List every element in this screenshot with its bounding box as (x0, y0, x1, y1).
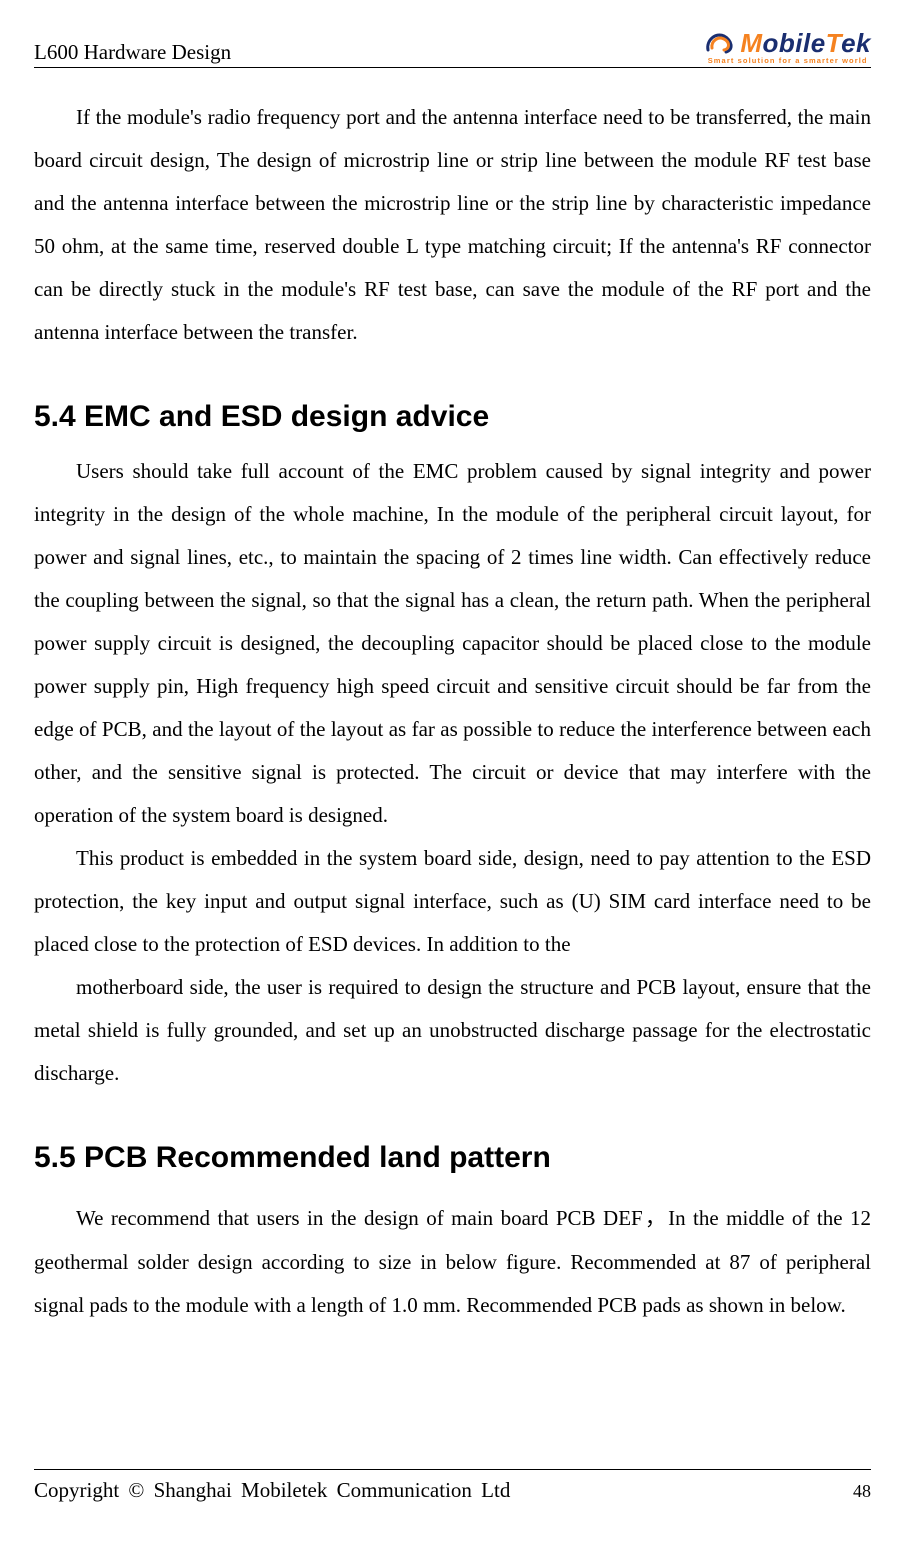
intro-paragraph: If the module's radio frequency port and… (34, 96, 871, 354)
brand-tagline: Smart solution for a smarter world (708, 57, 868, 65)
section-5-4-para1: Users should take full account of the EM… (34, 450, 871, 837)
section-5-5-heading: 5.5 PCB Recommended land pattern (34, 1141, 871, 1175)
section-5-5-para1: We recommend that users in the design of… (34, 1197, 871, 1326)
brand-logo-text: MobileTek (740, 30, 871, 56)
logo-letter: T (826, 28, 841, 58)
footer-copyright: Copyright © Shanghai Mobiletek Communica… (34, 1478, 510, 1503)
logo-letter: obile (762, 28, 825, 58)
swirl-icon (704, 30, 738, 56)
brand-logo-main: MobileTek (704, 30, 871, 56)
page-footer: Copyright © Shanghai Mobiletek Communica… (34, 1469, 871, 1503)
section-5-4-para3: motherboard side, the user is required t… (34, 966, 871, 1095)
page-number: 48 (853, 1481, 871, 1502)
document-title: L600 Hardware Design (34, 40, 231, 65)
logo-letter: ek (841, 28, 871, 58)
page-body: If the module's radio frequency port and… (34, 96, 871, 1327)
brand-logo: MobileTek Smart solution for a smarter w… (704, 30, 871, 65)
page-header: L600 Hardware Design MobileTek Smart sol… (34, 30, 871, 68)
section-5-4-heading: 5.4 EMC and ESD design advice (34, 400, 871, 434)
logo-letter: M (740, 28, 762, 58)
section-5-4-para2: This product is embedded in the system b… (34, 837, 871, 966)
